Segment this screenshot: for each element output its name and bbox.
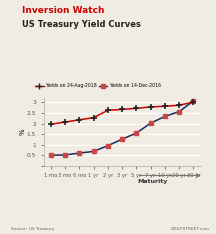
Text: US Treasury Yield Curves: US Treasury Yield Curves <box>22 20 140 29</box>
Legend: Yields on 24-Aug-2018, Yields on 14-Dec-2016: Yields on 24-Aug-2018, Yields on 14-Dec-… <box>33 82 162 90</box>
Y-axis label: %: % <box>19 129 25 135</box>
Text: WOLFSTREET.com: WOLFSTREET.com <box>170 227 210 231</box>
Text: Maturity: Maturity <box>138 179 168 183</box>
Text: Source: US Treasury: Source: US Treasury <box>11 227 54 231</box>
Text: Inversion Watch: Inversion Watch <box>22 6 104 15</box>
